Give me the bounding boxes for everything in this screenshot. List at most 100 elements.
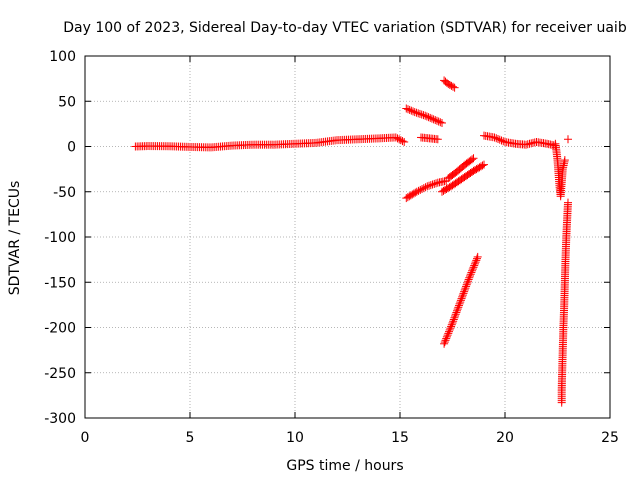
- data-point: [454, 303, 463, 312]
- data-point: [473, 252, 482, 261]
- y-tick-label: -300: [44, 411, 76, 427]
- data-point: [395, 135, 404, 144]
- data-point: [450, 83, 459, 92]
- data-point: [434, 117, 443, 126]
- data-point: [426, 113, 435, 122]
- data-point: [461, 284, 470, 293]
- data-point: [442, 334, 451, 343]
- data-point: [560, 156, 569, 165]
- data-point: [423, 182, 432, 191]
- x-tick-label: 15: [391, 430, 409, 446]
- data-point: [424, 113, 433, 122]
- data-point: [470, 261, 479, 270]
- data-point: [464, 277, 473, 286]
- data-point: [416, 185, 425, 194]
- data-point: [458, 291, 467, 300]
- data-point: [433, 135, 442, 144]
- x-tick-label: 10: [286, 430, 304, 446]
- data-point: [495, 135, 504, 144]
- data-point: [396, 136, 405, 145]
- points-layer: [131, 76, 572, 407]
- data-point: [457, 294, 466, 303]
- data-point: [451, 312, 460, 321]
- data-point: [398, 137, 407, 146]
- data-point: [432, 179, 441, 188]
- data-point: [453, 305, 462, 314]
- data-point: [463, 278, 472, 287]
- data-point: [455, 299, 464, 308]
- data-point: [393, 134, 402, 143]
- data-point: [468, 266, 477, 275]
- data-point: [465, 273, 474, 282]
- data-point: [451, 310, 460, 319]
- data-point: [490, 133, 499, 142]
- data-point: [442, 332, 451, 341]
- series-rising-17-19: [438, 160, 488, 196]
- data-point: [444, 329, 453, 338]
- series-drop-22: [551, 139, 569, 201]
- series-post-19-band: [480, 131, 560, 150]
- y-tick-label: -100: [44, 230, 76, 246]
- data-point: [419, 111, 428, 120]
- data-point: [448, 318, 457, 327]
- data-point: [445, 325, 454, 334]
- grid-layer: [85, 56, 610, 418]
- data-point: [469, 263, 478, 272]
- data-point: [466, 271, 474, 280]
- data-point: [456, 296, 465, 305]
- data-point: [449, 82, 458, 91]
- data-point: [412, 108, 421, 117]
- data-point: [440, 338, 449, 347]
- data-point: [462, 282, 471, 291]
- data-point: [497, 136, 506, 145]
- data-point: [460, 287, 469, 296]
- data-point: [431, 116, 440, 125]
- data-point: [468, 155, 477, 164]
- data-point: [425, 181, 434, 190]
- data-point: [480, 160, 488, 169]
- series-spike-17: [440, 76, 459, 92]
- data-point: [440, 339, 449, 348]
- data-point: [473, 254, 481, 263]
- data-point: [414, 186, 423, 195]
- data-point: [452, 308, 461, 317]
- data-point: [421, 111, 430, 120]
- data-point: [415, 109, 424, 118]
- data-point: [411, 188, 420, 197]
- data-point: [564, 198, 572, 207]
- x-tick-label: 25: [601, 430, 619, 446]
- x-tick-label: 5: [186, 430, 195, 446]
- data-point: [426, 181, 435, 190]
- data-point: [432, 116, 441, 125]
- y-tick-label: -250: [44, 366, 76, 382]
- data-point: [449, 315, 458, 324]
- series-short-segment-16: [417, 133, 442, 144]
- data-point: [447, 322, 456, 331]
- data-point: [407, 106, 416, 115]
- data-point: [403, 105, 412, 114]
- y-tick-label: -50: [53, 185, 76, 201]
- data-point: [410, 108, 419, 117]
- data-point: [470, 259, 479, 268]
- data-point: [391, 133, 400, 142]
- series-arc-15-17: [402, 104, 446, 127]
- data-point: [418, 185, 427, 194]
- data-point: [430, 179, 439, 188]
- data-point: [453, 306, 462, 315]
- data-point: [458, 292, 467, 301]
- y-tick-label: 0: [67, 140, 76, 156]
- data-point: [492, 134, 501, 143]
- data-point: [450, 313, 459, 322]
- data-point: [449, 317, 458, 326]
- data-point: [436, 118, 445, 127]
- series-deep-fall-22: [557, 198, 572, 407]
- data-point: [405, 105, 414, 114]
- x-tick-label: 20: [496, 430, 514, 446]
- data-point: [400, 137, 409, 146]
- data-point: [443, 331, 452, 340]
- data-point: [456, 298, 465, 307]
- data-point: [472, 256, 481, 265]
- data-point: [468, 265, 477, 274]
- data-point: [499, 137, 508, 146]
